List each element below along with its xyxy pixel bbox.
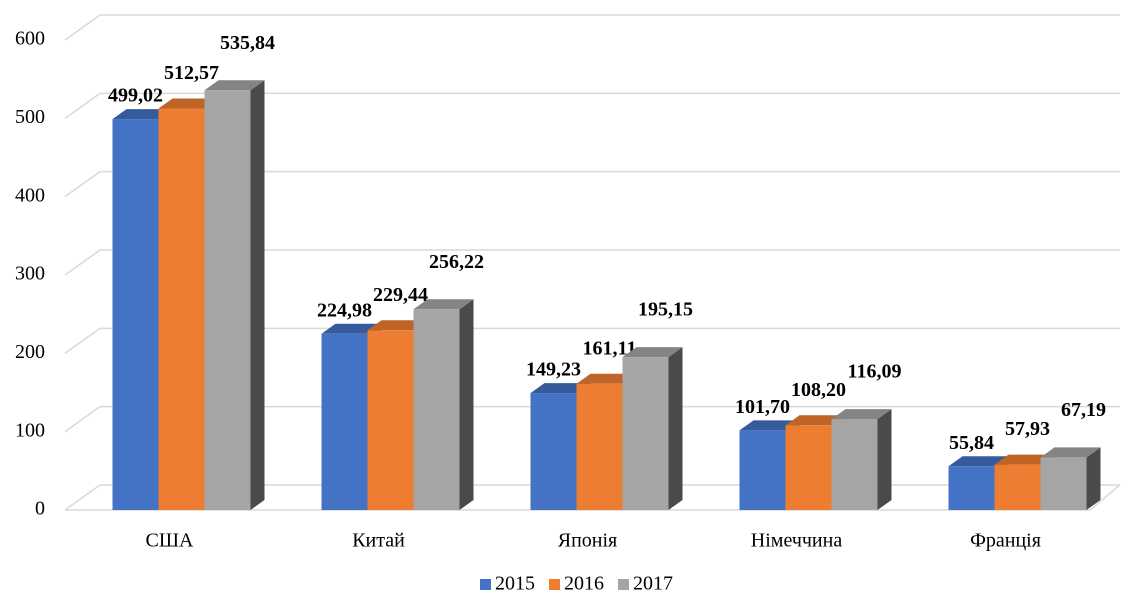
data-label: 512,57 <box>164 62 219 84</box>
legend-swatch <box>480 579 491 590</box>
y-tick-label: 100 <box>15 419 45 441</box>
y-tick-label: 0 <box>35 498 45 520</box>
y-tick-label: 500 <box>15 106 45 128</box>
bar-top <box>739 420 800 431</box>
data-label: 256,22 <box>429 251 484 273</box>
bar <box>367 330 414 510</box>
data-label: 55,84 <box>949 432 994 454</box>
bar-top <box>367 320 428 331</box>
grid-line <box>64 327 101 354</box>
data-label: 229,44 <box>373 284 428 306</box>
grid-line <box>64 406 101 433</box>
legend-swatch <box>549 579 560 590</box>
legend-label: 2017 <box>633 573 673 595</box>
x-tick-label: Німеччина <box>751 530 843 552</box>
bar-top <box>785 415 846 426</box>
bar <box>576 383 623 510</box>
legend-label: 2016 <box>564 573 604 595</box>
bar <box>994 464 1041 510</box>
data-label: 535,84 <box>220 32 275 54</box>
bar <box>158 108 205 511</box>
bar <box>413 309 460 510</box>
legend-label: 2015 <box>495 573 535 595</box>
bar-top <box>622 347 683 358</box>
bar-top <box>413 299 474 310</box>
data-label: 101,70 <box>735 396 790 418</box>
y-tick-label: 300 <box>15 263 45 285</box>
bar-top <box>158 98 219 109</box>
bar-top <box>994 454 1055 465</box>
bar-side <box>877 409 892 510</box>
floor-edge <box>1089 484 1121 511</box>
y-tick-label: 200 <box>15 341 45 363</box>
data-label: 224,98 <box>317 299 372 321</box>
bar <box>1040 457 1087 510</box>
y-tick-label: 400 <box>15 184 45 206</box>
bar-top <box>1040 447 1101 458</box>
bar <box>785 425 832 510</box>
bar-top <box>204 80 265 91</box>
data-label: 195,15 <box>638 299 693 321</box>
bar-top <box>576 373 637 384</box>
bar <box>204 90 251 510</box>
bar-side <box>459 299 474 510</box>
legend-swatch <box>618 579 629 590</box>
bar-side <box>250 80 265 510</box>
grid-line <box>64 249 101 276</box>
x-tick-label: Китай <box>352 530 405 552</box>
grid-line <box>64 484 101 511</box>
data-label: 149,23 <box>526 359 581 381</box>
bar-top <box>321 323 382 334</box>
bar <box>112 119 159 510</box>
data-label: 108,20 <box>791 379 846 401</box>
grid-line <box>64 171 101 198</box>
x-tick-label: Франція <box>970 530 1041 552</box>
data-label: 499,02 <box>108 85 163 107</box>
bar-top <box>530 383 591 394</box>
bar-side <box>1086 447 1101 510</box>
bar <box>948 466 995 510</box>
bar <box>321 333 368 510</box>
bar <box>739 430 786 510</box>
data-label: 67,19 <box>1061 399 1106 421</box>
bar-top <box>948 456 1009 467</box>
data-label: 161,11 <box>583 337 637 359</box>
x-tick-label: США <box>146 530 195 552</box>
grid-line <box>64 14 101 41</box>
data-label: 116,09 <box>848 361 902 383</box>
bar-top <box>112 109 173 120</box>
bar-top <box>831 409 892 420</box>
bar <box>831 419 878 510</box>
grid-line <box>64 92 101 119</box>
data-label: 57,93 <box>1005 418 1050 440</box>
bar <box>622 357 669 510</box>
y-tick-label: 600 <box>15 28 45 50</box>
x-tick-label: Японія <box>558 530 618 552</box>
bar <box>530 393 577 510</box>
bar-side <box>668 347 683 510</box>
